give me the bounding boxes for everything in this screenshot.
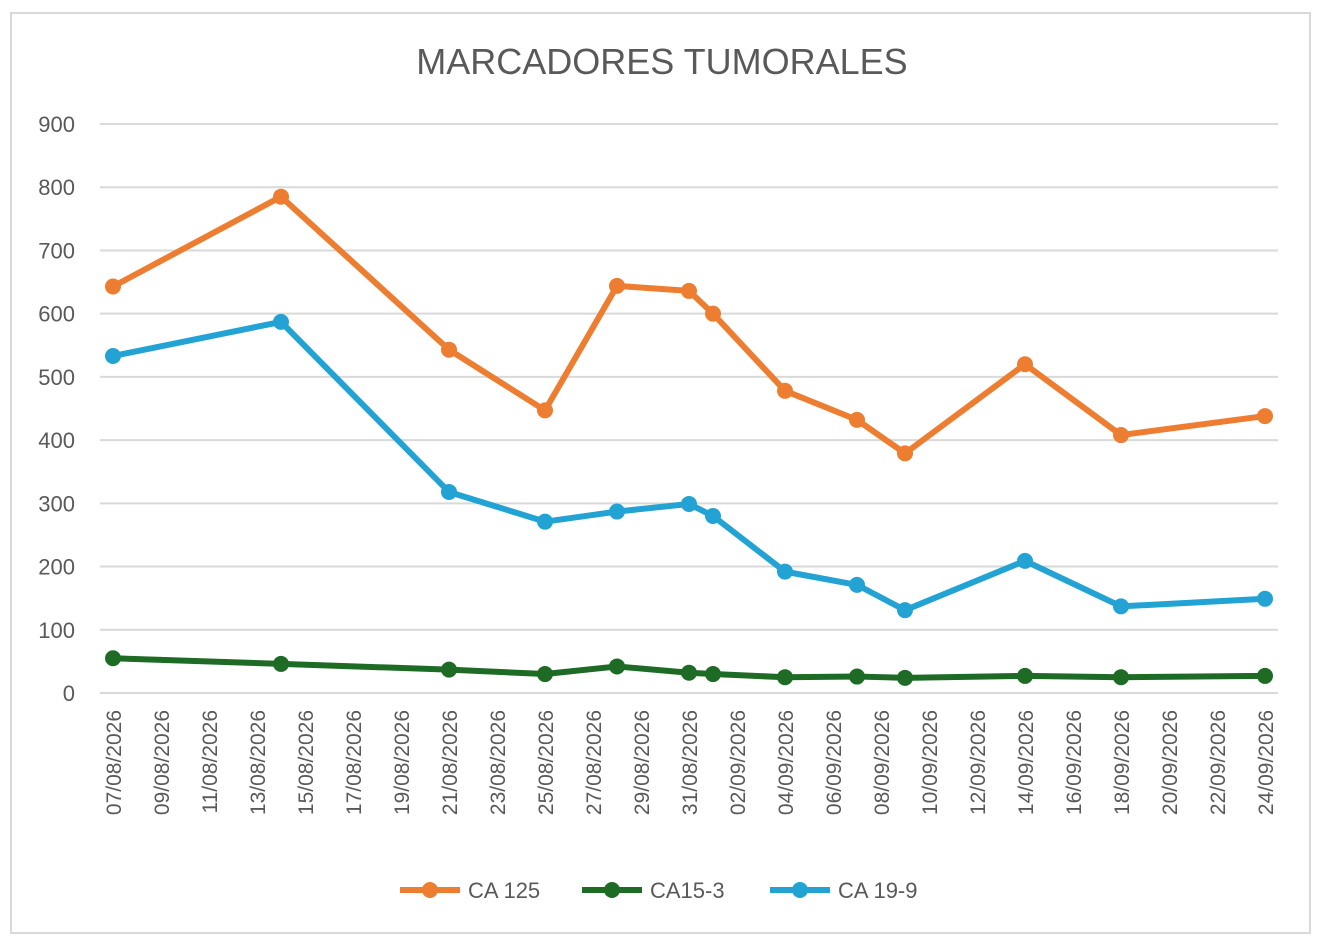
series-0 bbox=[105, 188, 1273, 462]
y-tick-label: 900 bbox=[38, 112, 75, 137]
x-tick-label: 06/09/2026 bbox=[823, 710, 846, 815]
data-point bbox=[1257, 408, 1273, 425]
x-tick-label: 29/08/2026 bbox=[631, 710, 654, 815]
data-point bbox=[777, 382, 793, 399]
data-point bbox=[609, 658, 625, 675]
x-tick-label: 16/09/2026 bbox=[1063, 710, 1086, 815]
data-point bbox=[273, 188, 289, 205]
data-point bbox=[1113, 598, 1129, 615]
data-point bbox=[1113, 669, 1129, 686]
x-tick-label: 14/09/2026 bbox=[1015, 710, 1038, 815]
x-tick-label: 09/08/2026 bbox=[151, 710, 174, 815]
data-point bbox=[897, 445, 913, 462]
y-tick-label: 100 bbox=[38, 618, 75, 643]
legend-swatch-marker bbox=[604, 882, 620, 898]
legend-item: CA 125 bbox=[400, 878, 540, 903]
data-point bbox=[609, 503, 625, 520]
legend-swatch-marker bbox=[792, 882, 808, 898]
data-point bbox=[1257, 590, 1273, 607]
x-tick-label: 19/08/2026 bbox=[391, 710, 414, 815]
x-tick-label: 17/08/2026 bbox=[343, 710, 366, 815]
x-tick-label: 27/08/2026 bbox=[583, 710, 606, 815]
data-point bbox=[1017, 356, 1033, 373]
legend-item: CA15-3 bbox=[582, 878, 725, 903]
x-tick-label: 12/09/2026 bbox=[967, 710, 990, 815]
x-tick-label: 21/08/2026 bbox=[439, 710, 462, 815]
data-point bbox=[105, 348, 121, 365]
series-lines bbox=[105, 188, 1273, 686]
legend-item: CA 19-9 bbox=[770, 878, 918, 903]
data-point bbox=[1017, 552, 1033, 569]
x-tick-label: 31/08/2026 bbox=[679, 710, 702, 815]
series-1 bbox=[105, 650, 1273, 686]
data-point bbox=[105, 650, 121, 667]
y-tick-label: 400 bbox=[38, 428, 75, 453]
data-point bbox=[1017, 667, 1033, 684]
x-tick-label: 02/09/2026 bbox=[727, 710, 750, 815]
data-point bbox=[681, 664, 697, 681]
data-point bbox=[705, 507, 721, 524]
data-point bbox=[849, 576, 865, 593]
data-point bbox=[897, 669, 913, 686]
data-point bbox=[273, 655, 289, 672]
x-tick-label: 13/08/2026 bbox=[247, 710, 270, 815]
x-tick-label: 18/09/2026 bbox=[1111, 710, 1134, 815]
legend-label: CA15-3 bbox=[650, 878, 725, 903]
x-tick-label: 24/09/2026 bbox=[1255, 710, 1278, 815]
y-tick-label: 300 bbox=[38, 491, 75, 516]
series-2 bbox=[105, 313, 1273, 619]
data-point bbox=[897, 602, 913, 619]
x-tick-label: 20/09/2026 bbox=[1159, 710, 1182, 815]
y-tick-label: 0 bbox=[63, 681, 75, 706]
x-tick-label: 04/09/2026 bbox=[775, 710, 798, 815]
data-point bbox=[849, 411, 865, 428]
data-point bbox=[681, 495, 697, 512]
data-point bbox=[537, 666, 553, 683]
data-point bbox=[105, 278, 121, 295]
y-tick-label: 200 bbox=[38, 555, 75, 580]
data-point bbox=[1113, 427, 1129, 444]
legend-label: CA 125 bbox=[468, 878, 540, 903]
data-point bbox=[441, 341, 457, 358]
y-tick-label: 700 bbox=[38, 238, 75, 263]
x-tick-label: 07/08/2026 bbox=[103, 710, 126, 815]
data-point bbox=[441, 661, 457, 678]
x-tick-label: 10/09/2026 bbox=[919, 710, 942, 815]
data-point bbox=[705, 666, 721, 683]
chart-frame bbox=[10, 12, 1311, 934]
data-point bbox=[777, 563, 793, 580]
y-axis-tick-labels: 0 100 200 300 400 500 600 700 800 900 bbox=[38, 112, 75, 706]
data-point bbox=[537, 513, 553, 530]
data-point bbox=[849, 668, 865, 685]
x-tick-label: 22/09/2026 bbox=[1207, 710, 1230, 815]
x-tick-label: 25/08/2026 bbox=[535, 710, 558, 815]
y-tick-label: 500 bbox=[38, 365, 75, 390]
legend: CA 125 CA15-3 CA 19-9 bbox=[400, 878, 918, 903]
x-tick-label: 08/09/2026 bbox=[871, 710, 894, 815]
y-tick-label: 600 bbox=[38, 302, 75, 327]
x-tick-label: 11/08/2026 bbox=[199, 710, 222, 814]
x-tick-label: 23/08/2026 bbox=[487, 710, 510, 815]
legend-swatch-marker bbox=[422, 882, 438, 898]
x-axis-tick-labels: 07/08/2026 09/08/2026 11/08/2026 13/08/2026… bbox=[103, 710, 1278, 815]
data-point bbox=[609, 277, 625, 294]
data-point bbox=[1257, 667, 1273, 684]
gridlines bbox=[100, 123, 1278, 694]
data-point bbox=[441, 483, 457, 500]
legend-label: CA 19-9 bbox=[838, 878, 918, 903]
data-point bbox=[681, 282, 697, 299]
x-tick-label: 15/08/2026 bbox=[295, 710, 318, 815]
data-point bbox=[273, 313, 289, 330]
chart-title: MARCADORES TUMORALES bbox=[416, 41, 907, 82]
data-point bbox=[537, 402, 553, 419]
y-tick-label: 800 bbox=[38, 175, 75, 200]
data-point bbox=[705, 305, 721, 322]
data-point bbox=[777, 669, 793, 686]
